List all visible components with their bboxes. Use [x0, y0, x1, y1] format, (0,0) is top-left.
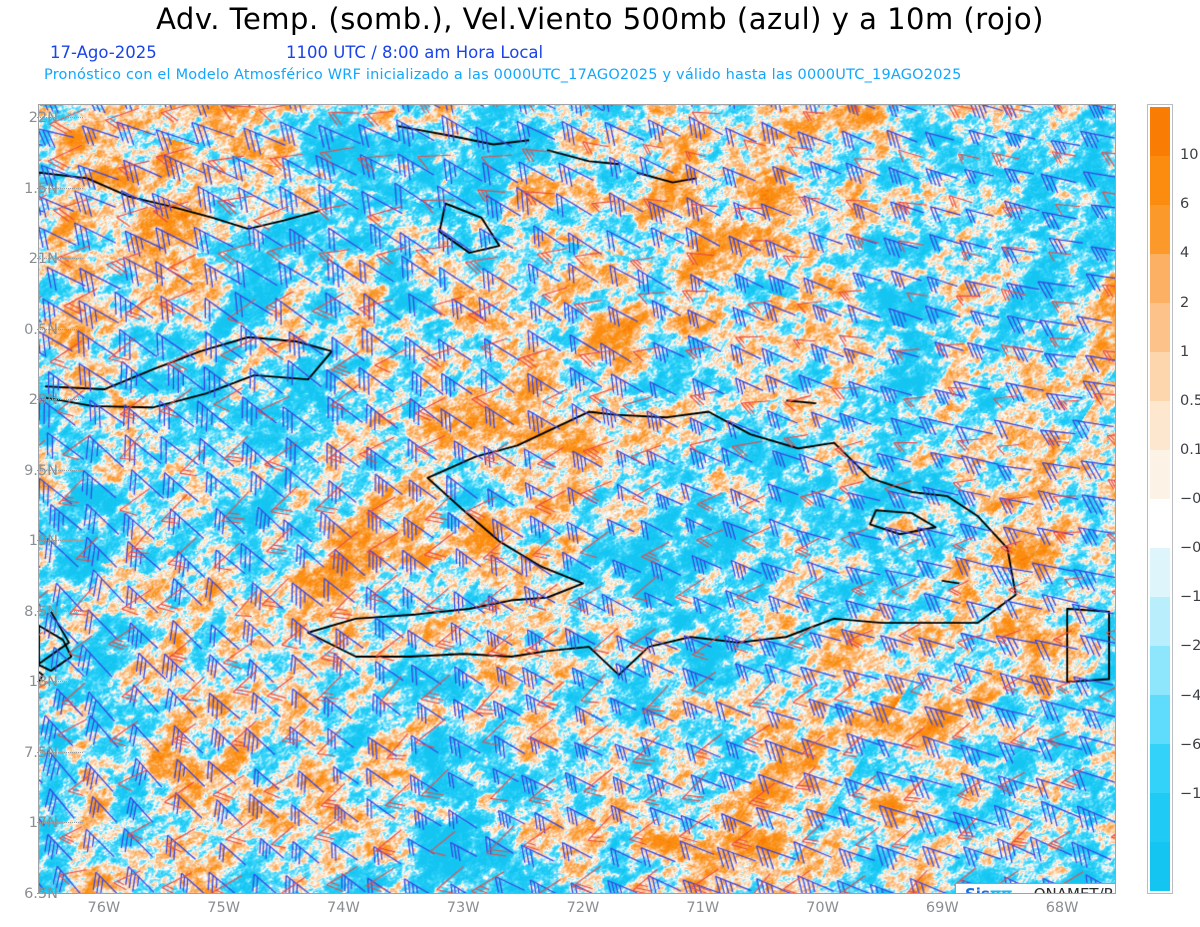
logo-pi-icon: ππ: [989, 885, 1013, 894]
colorbar-band: [1150, 597, 1170, 646]
colorbar-bands: [1150, 107, 1170, 891]
forecast-time: 1100 UTC / 8:00 am Hora Local: [286, 43, 544, 62]
page-title: Adv. Temp. (somb.), Vel.Viento 500mb (az…: [156, 2, 1044, 36]
colorbar-band: [1150, 107, 1170, 156]
map-frame: Sisππ − ONAMET/REP.DOM.: [38, 104, 1116, 894]
latitude-tick-label: 19N: [28, 533, 58, 550]
colorbar-tick-label: −0.1: [1180, 491, 1200, 507]
colorbar-tick-label: −10: [1180, 785, 1200, 802]
colorbar-tick-label: 6: [1180, 196, 1190, 213]
colorbar-band: [1150, 401, 1170, 450]
colorbar-band: [1150, 548, 1170, 597]
plot-area: Sisππ − ONAMET/REP.DOM. 22N1.5N21N0.5N20…: [0, 92, 1200, 927]
colorbar-band: [1150, 695, 1170, 744]
latitude-tick-label: 0.5N: [24, 321, 58, 338]
latitude-tick-label: 20N: [28, 392, 58, 409]
latitude-tick-label: 1.5N: [24, 180, 58, 197]
subtitle-row: 17-Ago-2025 1100 UTC / 8:00 am Hora Loca…: [0, 43, 1200, 65]
longitude-tick-label: 73W: [446, 900, 480, 916]
colorbar-tick-label: 0.1: [1180, 441, 1200, 458]
colorbar-tick-label: 1: [1180, 343, 1190, 360]
longitude-tick-label: 75W: [207, 900, 241, 916]
latitude-tick-mark: [37, 681, 83, 683]
colorbar-tick-label: −4: [1180, 687, 1200, 704]
longitude-tick-label: 71W: [686, 900, 720, 916]
model-description: Pronóstico con el Modelo Atmosférico WRF…: [44, 67, 962, 83]
longitude-tick-label: 70W: [806, 900, 839, 916]
colorbar-band: [1150, 744, 1170, 793]
colorbar-band: [1150, 352, 1170, 401]
latitude-tick-mark: [37, 258, 83, 260]
colorbar-band: [1150, 842, 1170, 891]
latitude-tick-mark: [37, 540, 83, 542]
colorbar-band: [1150, 450, 1170, 499]
chart-header: Adv. Temp. (somb.), Vel.Viento 500mb (az…: [0, 0, 1200, 92]
colorbar-tick-label: 4: [1180, 245, 1190, 262]
colorbar-band: [1150, 254, 1170, 303]
colorbar-band: [1150, 499, 1170, 548]
longitude-tick-label: 74W: [327, 900, 360, 916]
latitude-tick-mark: [37, 328, 83, 331]
latitude-tick-mark: [37, 610, 83, 613]
latitude-tick-mark: [37, 117, 83, 119]
longitude-tick-label: 69W: [925, 900, 959, 916]
colorbar-tick-label: −0.5: [1180, 540, 1200, 557]
latitude-tick-mark: [37, 822, 83, 824]
colorbar-tick-label: −6: [1180, 736, 1200, 753]
logo-agency-text: − ONAMET/REP.DOM.: [1016, 885, 1115, 894]
latitude-tick-mark: [37, 187, 83, 190]
longitude-tick-label: 72W: [566, 900, 600, 916]
latitude-tick-label: 6.5N: [24, 886, 58, 902]
latitude-tick-label: 9.5N: [24, 462, 58, 479]
longitude-tick-label: 68W: [1045, 900, 1079, 916]
latitude-tick-mark: [37, 469, 83, 472]
latitude-tick-label: 17N: [28, 815, 58, 832]
colorbar-band: [1150, 156, 1170, 205]
latitude-tick-label: 21N: [28, 251, 58, 268]
forecast-date: 17-Ago-2025: [50, 43, 157, 62]
colorbar-tick-label: 2: [1180, 294, 1190, 311]
latitude-tick-mark: [37, 893, 83, 895]
latitude-tick-mark: [37, 751, 83, 754]
colorbar-band: [1150, 793, 1170, 842]
weather-map-canvas: [39, 105, 1115, 893]
agency-logo: Sisππ − ONAMET/REP.DOM.: [955, 883, 1115, 894]
colorbar-band: [1150, 303, 1170, 352]
colorbar: [1147, 104, 1173, 894]
colorbar-band: [1150, 205, 1170, 254]
colorbar-tick-label: −2: [1180, 638, 1200, 655]
latitude-tick-label: 18N: [28, 674, 58, 691]
colorbar-tick-label: 0.5: [1180, 392, 1200, 409]
latitude-tick-mark: [37, 399, 83, 401]
colorbar-band: [1150, 646, 1170, 695]
colorbar-tick-label: 10: [1180, 147, 1199, 164]
logo-sis-text: Sis: [965, 885, 990, 894]
longitude-tick-label: 76W: [87, 900, 121, 916]
latitude-tick-label: 7.5N: [24, 744, 58, 761]
latitude-tick-label: 22N: [28, 110, 58, 127]
latitude-tick-label: 8.5N: [24, 603, 58, 620]
colorbar-tick-label: −1: [1180, 589, 1200, 606]
